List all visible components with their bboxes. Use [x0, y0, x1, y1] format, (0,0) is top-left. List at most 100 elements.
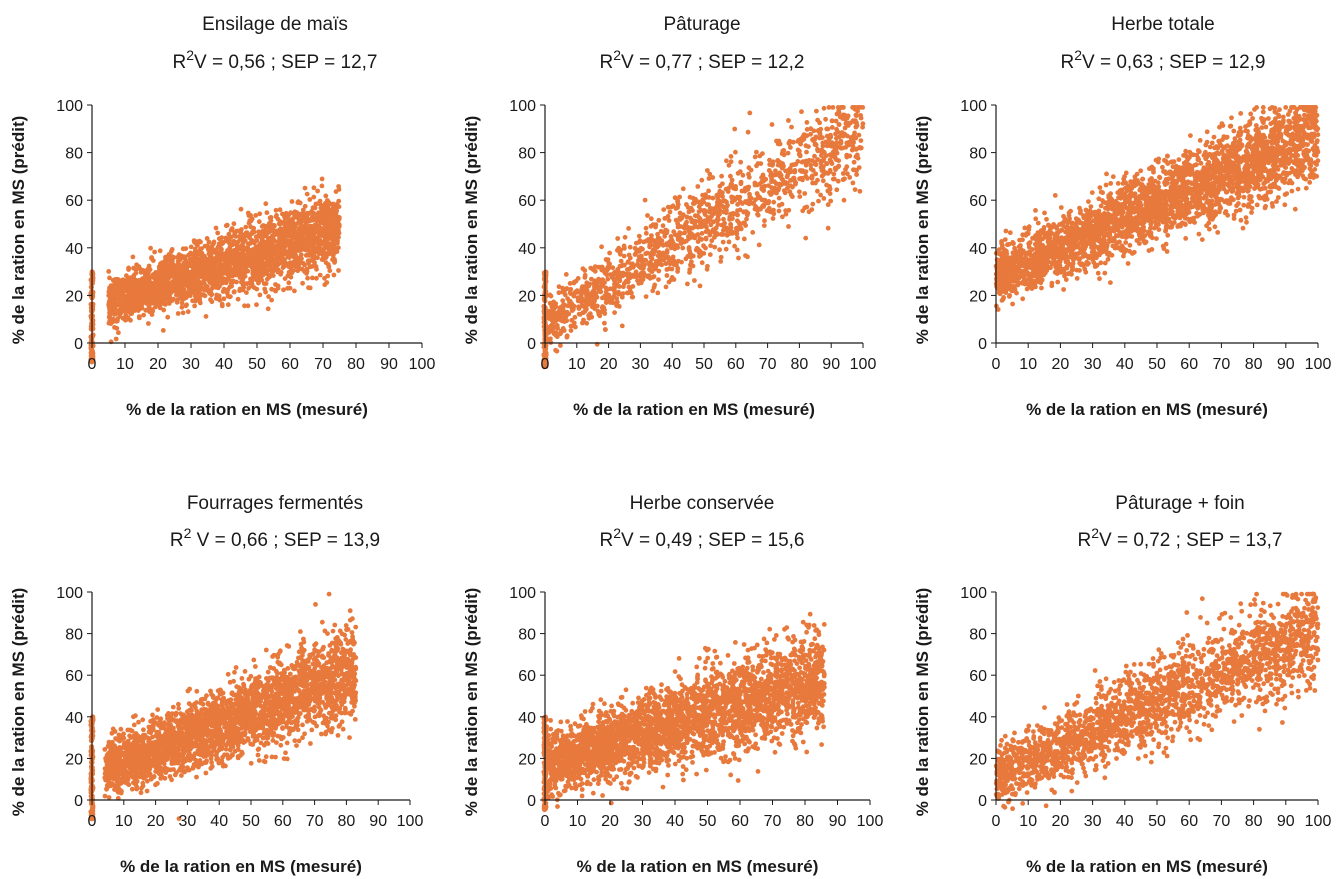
scatter-point [607, 250, 612, 256]
scatter-point [1302, 112, 1307, 118]
scatter-point [756, 242, 762, 248]
scatter-point [229, 226, 235, 231]
scatter-point [701, 243, 706, 249]
scatter-point [690, 253, 696, 259]
scatter-point [306, 285, 311, 291]
scatter-point [745, 254, 750, 260]
scatter-point [1020, 296, 1026, 302]
scatter-point [133, 270, 139, 276]
scatter-point [666, 218, 672, 223]
scatter-point [801, 132, 807, 138]
scatter-point [707, 252, 713, 257]
scatter-point [847, 153, 853, 159]
scatter-point [590, 303, 596, 308]
scatter-point [312, 260, 317, 265]
scatter-point [724, 158, 729, 164]
scatter-point [665, 204, 671, 210]
scatter-point [231, 233, 237, 238]
scatter-point [319, 176, 325, 182]
scatter-point [132, 299, 138, 304]
scatter-point [802, 205, 808, 211]
scatter-point [854, 168, 859, 173]
scatter-point [186, 282, 191, 288]
scatter-point [789, 124, 794, 130]
scatter-point [736, 220, 742, 226]
scatter-point [203, 271, 209, 277]
scatter-point [161, 307, 167, 313]
y-tick-label: 20 [65, 288, 83, 305]
scatter-point [305, 217, 310, 223]
scatter-point [752, 154, 758, 160]
scatter-point [643, 225, 649, 231]
scatter-point [644, 273, 650, 279]
scatter-point [586, 313, 591, 319]
scatter-point [840, 171, 846, 176]
scatter-point [860, 124, 865, 130]
scatter-point [115, 318, 120, 324]
scatter-point [697, 254, 702, 259]
scatter-point [254, 267, 260, 272]
scatter-point [854, 123, 860, 128]
scatter-point [230, 278, 236, 284]
scatter-point [813, 180, 818, 186]
scatter-point [718, 259, 724, 264]
scatter-point [257, 272, 263, 278]
scatter-point [583, 289, 588, 294]
scatter-point [261, 223, 266, 228]
scatter-point [703, 223, 709, 229]
scatter-point [676, 258, 681, 264]
scatter-point [221, 286, 227, 292]
scatter-point [829, 125, 835, 130]
scatter-point [575, 276, 581, 281]
scatter-point [660, 253, 665, 258]
scatter-point [695, 184, 701, 189]
scatter-point [701, 208, 707, 213]
scatter-point [606, 265, 612, 270]
scatter-point [234, 242, 240, 248]
scatter-point [604, 257, 610, 263]
scatter-point [835, 164, 841, 170]
scatter-point [786, 224, 791, 229]
scatter-point [668, 259, 674, 264]
x-tick-label: 40 [215, 356, 233, 373]
scatter-point [814, 108, 819, 114]
scatter-point [163, 269, 169, 275]
scatter-point [196, 280, 202, 285]
scatter-point [805, 176, 810, 181]
scatter-point [1212, 145, 1217, 151]
scatter-point [804, 120, 810, 125]
scatter-point [147, 267, 153, 272]
scatter-point [687, 270, 692, 275]
scatter-point [669, 239, 675, 245]
scatter-point [124, 287, 130, 292]
scatter-point [272, 238, 278, 244]
scatter-point [253, 213, 259, 218]
scatter-point [263, 251, 269, 257]
scatter-point [136, 264, 142, 269]
scatter-point [202, 276, 208, 282]
scatter-point [118, 295, 124, 300]
scatter-point [710, 195, 716, 201]
scatter-point [592, 268, 598, 274]
scatter-point [137, 287, 143, 293]
y-axis-label: % de la ration en MS (prédit) [462, 116, 481, 345]
scatter-point [173, 287, 179, 292]
scatter-point [332, 260, 337, 265]
scatter-point [568, 328, 574, 333]
scatter-point [820, 140, 826, 146]
scatter-point [619, 323, 625, 329]
scatter-point [197, 300, 203, 306]
scatter-point [696, 215, 702, 221]
scatter-point [244, 230, 250, 236]
scatter-point [707, 232, 713, 238]
scatter-point [310, 275, 315, 281]
x-tick-label: 20 [149, 356, 167, 373]
scatter-point [130, 254, 136, 260]
scatter-point [316, 210, 321, 216]
scatter-point [1074, 276, 1080, 281]
scatter-point [843, 144, 849, 150]
scatter-point [573, 289, 578, 295]
scatter-point [769, 122, 775, 127]
scatter-point [302, 185, 308, 191]
